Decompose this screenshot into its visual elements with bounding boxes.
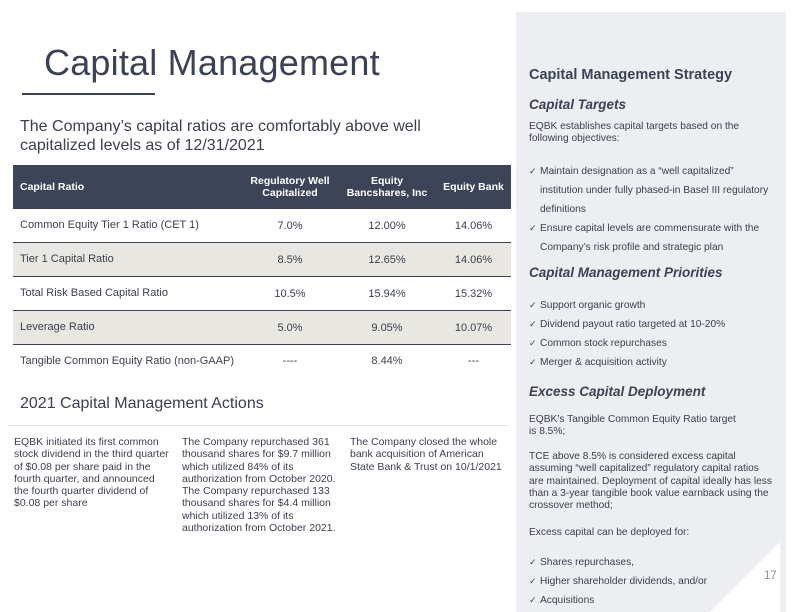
check-icon: ✓: [529, 557, 537, 567]
table-cell: 10.07%: [436, 310, 511, 345]
table-cell: Tangible Common Equity Ratio (non-GAAP): [20, 354, 234, 367]
table-row: Tangible Common Equity Ratio (non-GAAP) …: [13, 345, 511, 378]
table-cell: ----: [282, 355, 298, 367]
table-cell: Common Equity Tier 1 Ratio (CET 1): [13, 209, 242, 243]
table-row: Total Risk Based Capital Ratio 10.5% 15.…: [13, 276, 511, 311]
table-cell: 5.0%: [242, 310, 338, 345]
table-row: Tier 1 Capital Ratio 8.5% 12.65% 14.06%: [13, 242, 511, 277]
action-item-repurchase: The Company repurchased 361 thousand sha…: [182, 436, 336, 535]
priorities-list: ✓ Support organic growth ✓ Dividend payout…: [529, 296, 779, 372]
table-cell: 7.0%: [242, 209, 338, 243]
table-cell: Leverage Ratio: [13, 310, 242, 345]
list-item: ✓ Acquisitions: [529, 591, 779, 610]
table-cell: 12.00%: [338, 209, 436, 243]
col-header-capital-ratio: Capital Ratio: [13, 165, 242, 209]
strategy-title: Capital Management Strategy: [529, 67, 733, 83]
capital-targets-heading: Capital Targets: [529, 97, 627, 112]
check-icon: ✓: [529, 357, 537, 367]
table-cell: Tier 1 Capital Ratio: [13, 242, 242, 277]
list-item: ✓ Merger & acquisition activity: [529, 353, 779, 372]
list-item: ✓ Common stock repurchases: [529, 334, 779, 353]
priorities-heading: Capital Management Priorities: [529, 265, 723, 280]
table-row: Common Equity Tier 1 Ratio (CET 1) 7.0% …: [13, 209, 511, 243]
table-cell: Total Risk Based Capital Ratio: [13, 276, 242, 311]
capital-targets-list: ✓ Maintain designation as a “well capital…: [529, 162, 779, 257]
table-cell: 14.06%: [436, 242, 511, 277]
excess-capital-p3: Excess capital can be deployed for:: [529, 527, 690, 538]
check-icon: ✓: [529, 300, 537, 310]
page-title: Capital Management: [44, 42, 380, 83]
table-cell: 15.94%: [338, 276, 436, 311]
action-item-acquisition: The Company closed the whole bank acquis…: [350, 436, 502, 473]
excess-capital-p2: TCE above 8.5% is considered excess capi…: [529, 451, 772, 512]
check-icon: ✓: [529, 338, 537, 348]
col-header-regulatory: Regulatory Well Capitalized: [242, 165, 338, 209]
title-underline: [22, 93, 155, 95]
actions-divider: [8, 425, 508, 426]
check-icon: ✓: [529, 223, 537, 233]
list-item: ✓ Dividend payout ratio targeted at 10-20…: [529, 315, 779, 334]
table-header-row: Capital Ratio Regulatory Well Capitalize…: [13, 165, 511, 209]
check-icon: ✓: [529, 595, 537, 605]
table-cell: 9.05%: [338, 310, 436, 345]
table-cell: 8.44%: [371, 355, 403, 367]
excess-capital-list: ✓ Shares repurchases, ✓ Higher shareholder…: [529, 553, 779, 610]
strategy-panel: [516, 12, 786, 612]
page-subtitle: The Company’s capital ratios are comfort…: [20, 118, 421, 154]
list-item-text: Shares repurchases,: [540, 557, 635, 568]
excess-capital-p1: EQBK’s Tangible Common Equity Ratio targ…: [529, 414, 736, 438]
list-item: ✓ Maintain designation as a “well capital…: [529, 162, 779, 219]
table-cell: 14.06%: [436, 209, 511, 243]
table-row: Leverage Ratio 5.0% 9.05% 10.07%: [13, 310, 511, 345]
list-item-text: Support organic growth: [540, 300, 646, 311]
list-item: ✓ Higher shareholder dividends, and/or: [529, 572, 779, 591]
list-item: ✓ Ensure capital levels are commensurate …: [529, 219, 779, 257]
col-header-bancshares: Equity Bancshares, Inc: [338, 165, 436, 209]
col-header-equity-bank: Equity Bank: [436, 165, 511, 209]
list-item-text: Merger & acquisition activity: [540, 357, 667, 368]
check-icon: ✓: [529, 319, 537, 329]
table-cell: 15.32%: [436, 276, 511, 311]
table-cell: 12.65%: [338, 242, 436, 277]
table-cell: 8.5%: [242, 242, 338, 277]
panel-folded-corner: [710, 542, 780, 612]
actions-heading: 2021 Capital Management Actions: [20, 395, 264, 412]
capital-targets-intro: EQBK establishes capital targets based o…: [529, 121, 740, 145]
table-cell: 10.5%: [242, 276, 338, 311]
list-item: ✓ Support organic growth: [529, 296, 779, 315]
action-item-dividend: EQBK initiated its first common stock di…: [14, 436, 169, 510]
check-icon: ✓: [529, 166, 537, 176]
excess-capital-heading: Excess Capital Deployment: [529, 384, 706, 399]
list-item-text: Acquisitions: [540, 595, 595, 606]
list-item: ✓ Shares repurchases,: [529, 553, 779, 572]
check-icon: ✓: [529, 576, 537, 586]
list-item-text: Ensure capital levels are commensurate w…: [540, 223, 760, 253]
page-number: 17: [764, 570, 777, 582]
capital-ratio-table: Capital Ratio Regulatory Well Capitalize…: [13, 165, 511, 377]
list-item-text: Common stock repurchases: [540, 338, 667, 349]
list-item-text: Dividend payout ratio targeted at 10-20%: [540, 319, 726, 330]
list-item-text: Higher shareholder dividends, and/or: [540, 576, 708, 587]
table-cell: ---: [468, 355, 479, 367]
list-item-text: Maintain designation as a “well capitali…: [540, 166, 769, 215]
